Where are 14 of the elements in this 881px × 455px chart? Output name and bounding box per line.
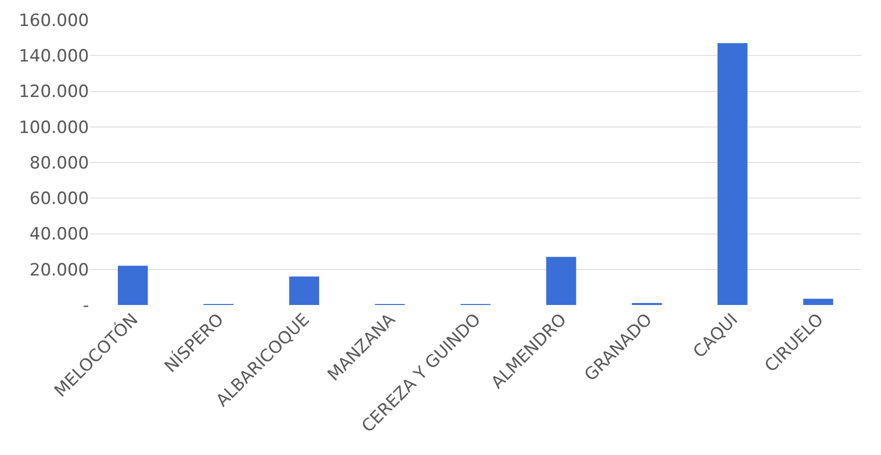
y-tick-label: 60.000 <box>30 189 89 210</box>
y-tick-label: 40.000 <box>30 224 89 245</box>
y-tick-label: 120.000 <box>18 82 89 102</box>
bar <box>546 256 576 305</box>
y-tick-label: 140.000 <box>18 46 89 67</box>
bar <box>289 276 320 305</box>
y-tick-label: 100.000 <box>18 118 89 138</box>
bar <box>718 43 748 305</box>
y-tick-label: 160.000 <box>18 10 89 31</box>
y-tick-label: - <box>82 296 89 316</box>
y-tick-label: 80.000 <box>30 153 89 174</box>
bar <box>118 266 148 305</box>
bar <box>803 298 834 305</box>
y-tick-label: 20.000 <box>30 260 89 280</box>
